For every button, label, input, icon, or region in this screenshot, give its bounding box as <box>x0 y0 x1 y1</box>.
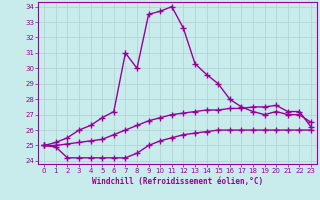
X-axis label: Windchill (Refroidissement éolien,°C): Windchill (Refroidissement éolien,°C) <box>92 177 263 186</box>
